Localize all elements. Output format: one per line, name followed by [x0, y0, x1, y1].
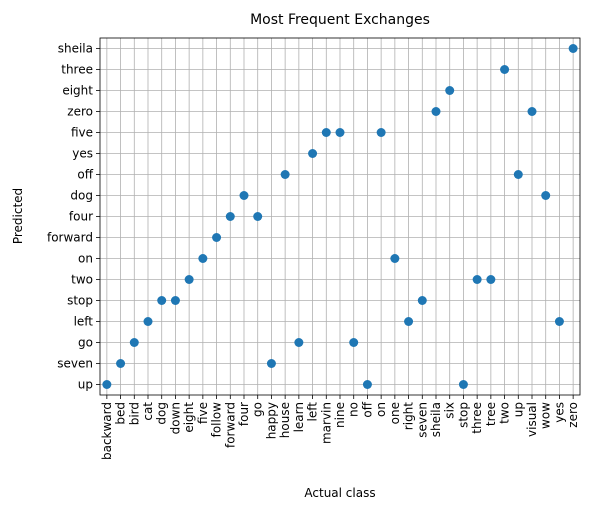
scatter-point	[335, 128, 345, 137]
scatter-point	[294, 338, 304, 347]
y-tick-label: eight	[62, 84, 93, 98]
x-tick-label: eight	[182, 402, 196, 433]
scatter-point	[554, 317, 564, 326]
x-tick-label: backward	[100, 402, 114, 460]
x-tick-label: nine	[333, 402, 347, 428]
y-tick-label: stop	[67, 294, 93, 308]
x-tick-label: stop	[456, 402, 470, 428]
scatter-point	[239, 191, 249, 200]
scatter-point	[102, 380, 112, 389]
x-tick-label: two	[498, 402, 512, 424]
x-tick-label: up	[511, 402, 525, 417]
scatter-point	[376, 128, 386, 137]
scatter-point	[404, 317, 414, 326]
x-tick-label: no	[347, 402, 361, 417]
scatter-point	[116, 359, 126, 368]
scatter-point	[321, 128, 331, 137]
x-tick-label: yes	[552, 402, 566, 423]
scatter-point	[513, 170, 523, 179]
y-tick-label: off	[77, 168, 93, 182]
scatter-point	[458, 380, 468, 389]
x-tick-label: visual	[525, 402, 539, 437]
y-tick-label: seven	[57, 357, 93, 371]
y-tick-label: five	[71, 126, 93, 140]
x-tick-label: left	[306, 402, 320, 422]
x-tick-label: zero	[566, 402, 580, 428]
x-tick-label: cat	[141, 402, 155, 421]
x-tick-label: house	[278, 402, 292, 438]
y-tick-label: go	[78, 336, 93, 350]
x-tick-label: on	[374, 402, 388, 417]
y-tick-label: up	[78, 378, 93, 392]
x-tick-label: follow	[210, 402, 224, 438]
x-tick-label: learn	[292, 402, 306, 432]
y-tick-label: left	[74, 315, 94, 329]
y-tick-label: sheila	[58, 42, 93, 56]
scatter-point	[198, 254, 208, 263]
x-tick-label: happy	[264, 402, 278, 439]
x-tick-label: dog	[155, 402, 169, 425]
x-tick-label: down	[168, 402, 182, 434]
y-tick-label: three	[61, 63, 93, 77]
x-tick-label: tree	[484, 402, 498, 426]
x-tick-label: off	[360, 401, 374, 417]
x-axis-title: Actual class	[304, 486, 375, 500]
scatter-point	[253, 212, 263, 221]
x-tick-label: forward	[223, 402, 237, 448]
y-tick-label: on	[78, 252, 93, 266]
x-tick-label: six	[443, 402, 457, 419]
scatter-point	[541, 191, 551, 200]
x-tick-label: three	[470, 402, 484, 434]
x-tick-label: sheila	[429, 402, 443, 437]
scatter-point	[500, 65, 510, 74]
scatter-point	[527, 107, 537, 116]
scatter-point	[143, 317, 153, 326]
scatter-point	[417, 296, 427, 305]
scatter-point	[472, 275, 482, 284]
scatter-point	[390, 254, 400, 263]
scatter-point	[170, 296, 180, 305]
x-tick-label: bed	[114, 402, 128, 425]
x-tick-label: wow	[539, 402, 553, 429]
y-tick-label: four	[69, 210, 93, 224]
scatter-point	[568, 44, 578, 53]
x-tick-label: one	[388, 402, 402, 424]
scatter-point	[157, 296, 167, 305]
scatter-point	[349, 338, 359, 347]
scatter-point	[184, 275, 194, 284]
scatter-point	[431, 107, 441, 116]
x-tick-label: seven	[415, 402, 429, 438]
x-tick-label: four	[237, 402, 251, 426]
data-points	[102, 44, 578, 389]
y-tick-label: dog	[70, 189, 93, 203]
scatter-point	[280, 170, 290, 179]
chart-title: Most Frequent Exchanges	[250, 12, 430, 28]
y-tick-label: forward	[47, 231, 93, 245]
scatter-point	[486, 275, 496, 284]
y-tick-label: zero	[67, 105, 93, 119]
scatter-point	[445, 86, 455, 95]
y-axis-title: Predicted	[11, 188, 25, 244]
grid	[100, 38, 580, 395]
x-tick-label: bird	[127, 402, 141, 425]
scatter-point	[225, 212, 235, 221]
scatter-point	[308, 149, 318, 158]
x-tick-label: five	[196, 402, 210, 424]
y-tick-label: yes	[72, 147, 93, 161]
scatter-point	[129, 338, 139, 347]
x-tick-label: marvin	[319, 402, 333, 444]
scatter-point	[266, 359, 276, 368]
plot-frame	[99, 37, 581, 396]
x-tick-label: right	[402, 402, 416, 430]
scatter-point	[212, 233, 222, 242]
axis-ticks: backward bed bird cat dog down eight five follow…	[47, 42, 580, 461]
y-tick-label: two	[71, 273, 93, 287]
x-tick-label: go	[251, 402, 265, 417]
scatter-point	[362, 380, 372, 389]
